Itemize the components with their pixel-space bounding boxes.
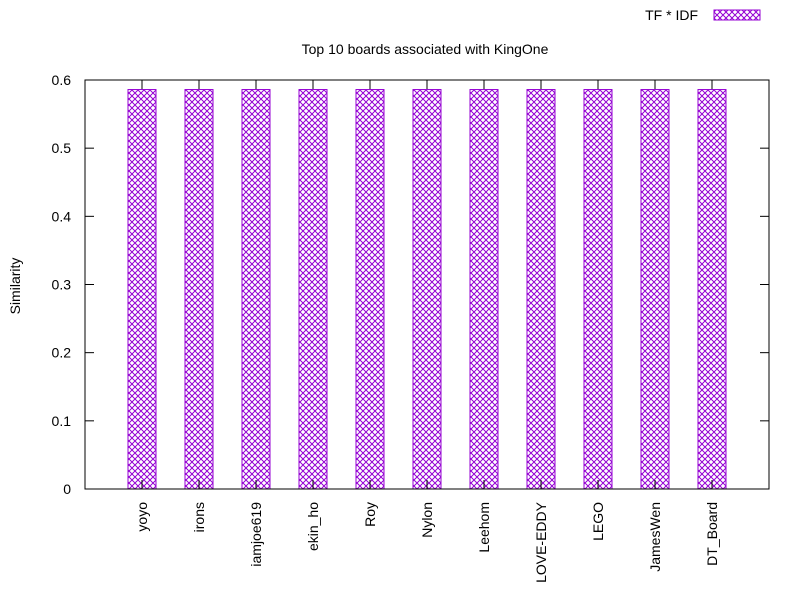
x-tick-label: irons [191, 502, 207, 532]
bar-love-eddy [526, 89, 556, 490]
bars [127, 89, 727, 490]
x-tick-label: JamesWen [647, 502, 663, 572]
x-axis: yoyo irons iamjoe619 ekin_ho Roy Nylon Leehom L… [134, 80, 720, 583]
legend-label: TF * IDF [645, 7, 698, 23]
x-tick-label: LEGO [590, 502, 606, 541]
bar-yoyo [127, 89, 157, 490]
x-tick-label: DT_Board [704, 502, 720, 566]
y-tick-label: 0 [63, 481, 71, 497]
x-tick-label: yoyo [134, 502, 150, 532]
x-tick-label: Roy [362, 502, 378, 527]
bar-lego [583, 89, 613, 490]
bar-roy [355, 89, 385, 490]
bar-jameswen [640, 89, 670, 490]
y-tick-label: 0.2 [52, 345, 72, 361]
chart-title: Top 10 boards associated with KingOne [302, 41, 549, 57]
bar-iamjoe619 [241, 89, 271, 490]
legend: TF * IDF [645, 7, 761, 23]
x-tick-label: Nylon [419, 502, 435, 538]
y-tick-label: 0.1 [52, 413, 72, 429]
y-tick-label: 0.3 [52, 277, 72, 293]
plot-frame [84, 79, 770, 490]
bar-irons [184, 89, 214, 490]
bar-dt-board [697, 89, 727, 490]
bar-nylon [412, 89, 442, 490]
x-tick-label: LOVE-EDDY [533, 501, 549, 583]
y-axis-label: Similarity [7, 258, 23, 315]
y-axis: 0 0.1 0.2 0.3 0.4 0.5 0.6 [52, 72, 769, 497]
bar-leehom [469, 89, 499, 490]
x-tick-label: iamjoe619 [248, 502, 264, 567]
x-tick-label: ekin_ho [305, 502, 321, 551]
y-tick-label: 0.4 [52, 208, 72, 224]
legend-swatch [713, 9, 761, 21]
y-tick-label: 0.5 [52, 140, 72, 156]
y-tick-label: 0.6 [52, 72, 72, 88]
bar-ekin-ho [298, 89, 328, 490]
x-tick-label: Leehom [476, 502, 492, 553]
